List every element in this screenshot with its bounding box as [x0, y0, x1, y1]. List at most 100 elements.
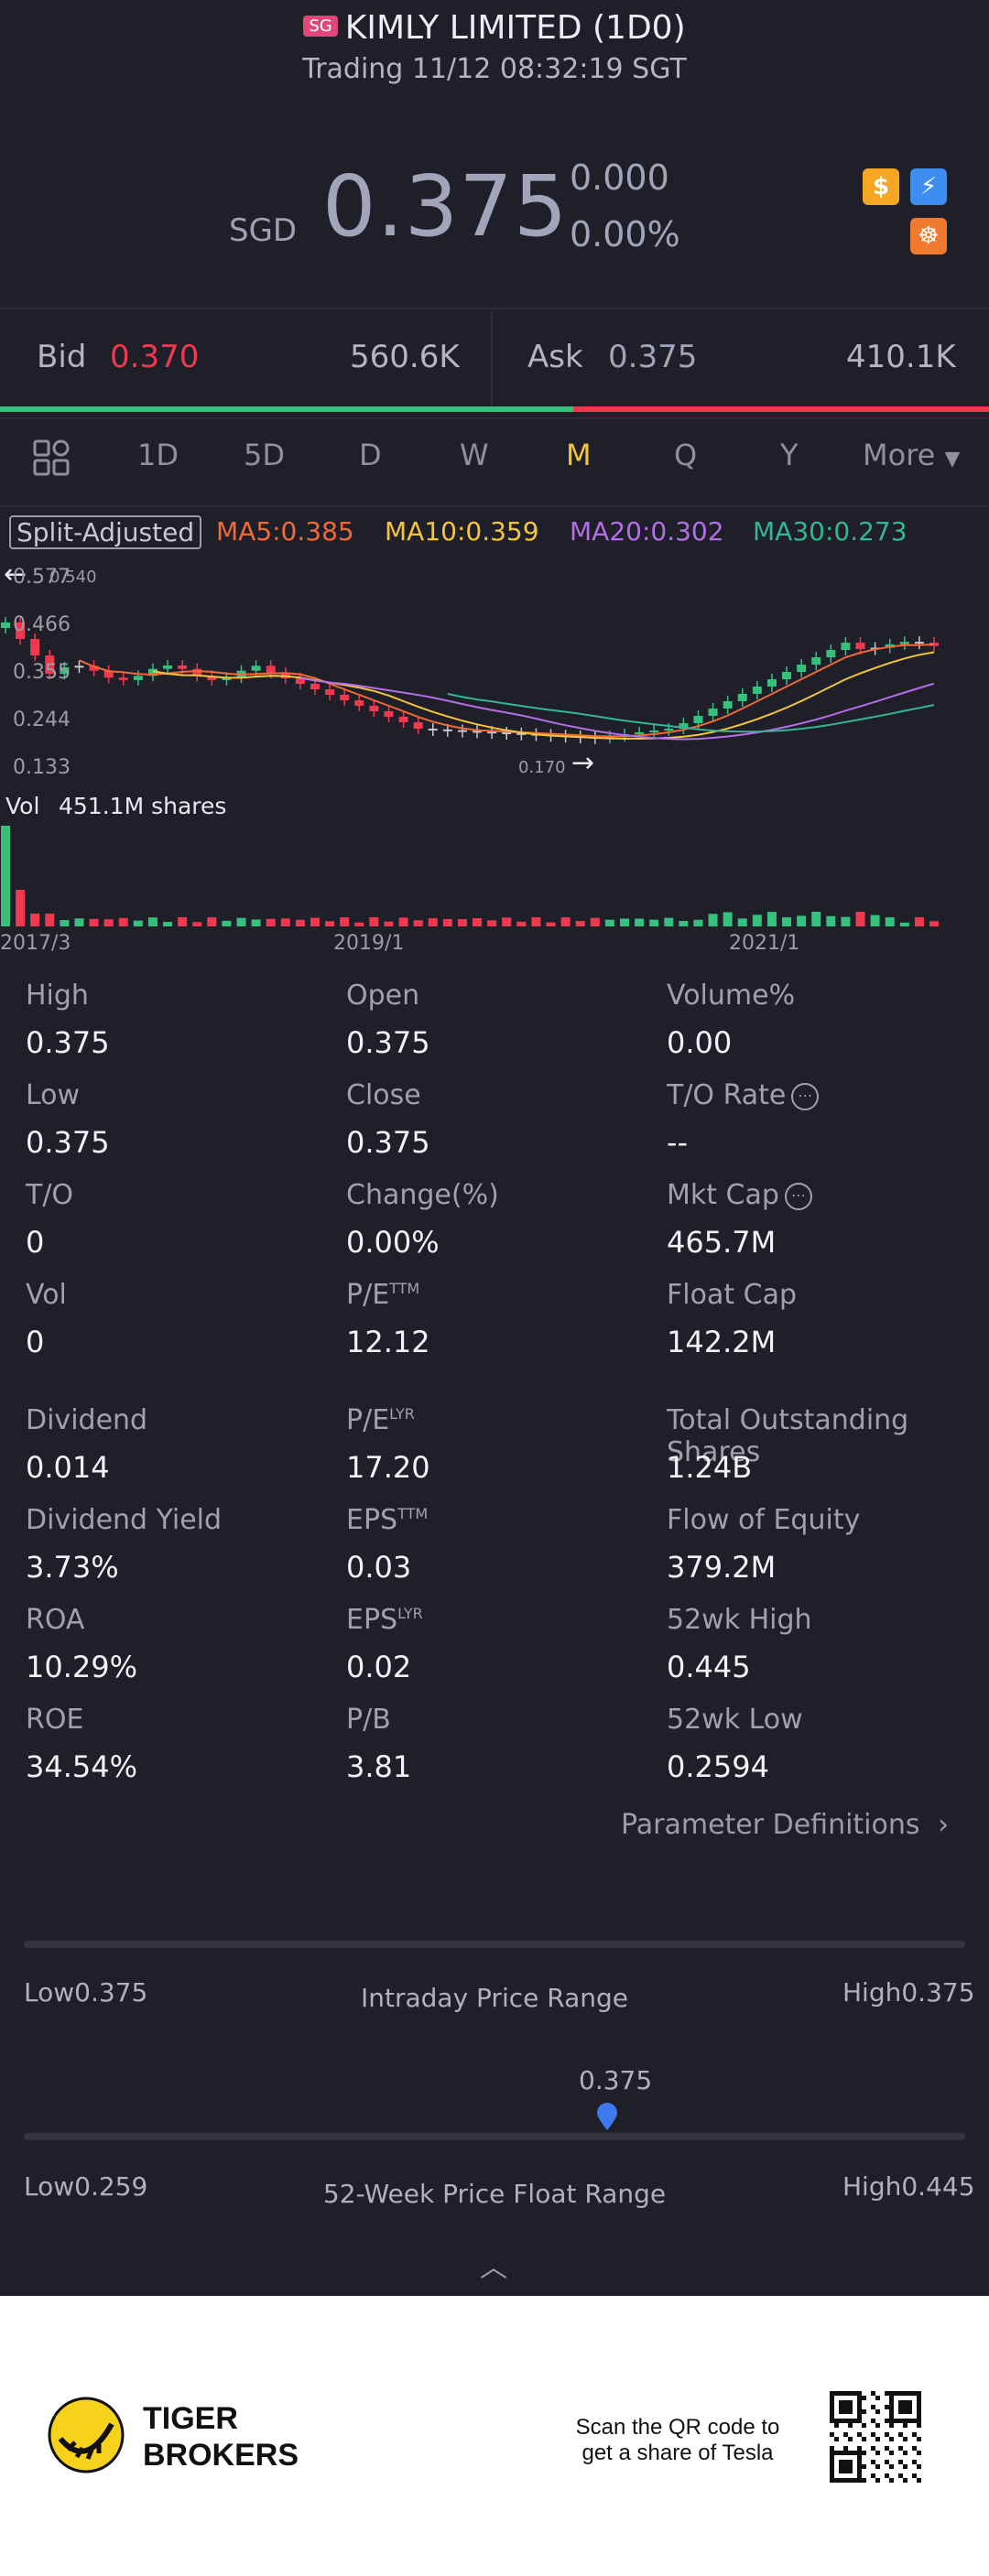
stat-label-text: Open: [346, 980, 420, 1012]
trading-status: Trading 11/12 08:32:19 SGT: [302, 53, 687, 85]
qr-module: [898, 2391, 903, 2396]
candle-body: [30, 639, 40, 655]
candle-body: [310, 684, 320, 689]
stat-label-text: High: [26, 980, 89, 1012]
qr-module: [830, 2432, 834, 2437]
qr-code-icon[interactable]: [830, 2391, 921, 2483]
qr-module: [839, 2478, 843, 2483]
brain-icon[interactable]: ☸: [910, 218, 947, 254]
stat-value: 3.73%: [26, 1550, 119, 1585]
qr-module: [857, 2455, 862, 2460]
volume-bar: [354, 922, 364, 926]
volume-bar: [766, 912, 777, 926]
intraday-range-title: Intraday Price Range: [360, 1983, 628, 2013]
stat-label-text: EPS: [346, 1504, 398, 1536]
volume-bar: [723, 912, 733, 926]
qr-module: [830, 2409, 834, 2414]
lightning-icon[interactable]: ⚡: [910, 168, 947, 205]
volume-bar: [280, 918, 290, 926]
volume-bar: [635, 918, 645, 926]
x-tick: 2019/1: [333, 932, 405, 955]
ma30-line: [447, 693, 935, 733]
tab-d[interactable]: D: [359, 438, 382, 472]
qr-module: [830, 2396, 834, 2400]
volume-bar: [133, 920, 143, 926]
volume-bar: [604, 919, 614, 926]
promo-line2: get a share of Tesla: [581, 2441, 774, 2465]
candle-body: [89, 666, 99, 671]
candle-body: [442, 729, 452, 731]
tab-1d[interactable]: 1D: [137, 438, 179, 472]
stat-value: 142.2M: [667, 1325, 777, 1359]
qr-module: [843, 2400, 848, 2405]
qr-module: [830, 2414, 834, 2419]
volume-bar: [310, 917, 320, 926]
ma20-line: [299, 676, 935, 741]
candle-body: [899, 642, 909, 644]
stat-value: 10.29%: [26, 1650, 138, 1684]
stat-value: 0.375: [346, 1025, 430, 1060]
volume-bar: [679, 921, 689, 926]
volume-bar: [708, 914, 718, 926]
qr-module: [848, 2451, 853, 2455]
volume-bar: [914, 917, 924, 926]
qr-module: [885, 2446, 889, 2451]
qr-module: [862, 2451, 866, 2455]
qr-module: [839, 2419, 843, 2423]
stat-label-text: 52wk High: [667, 1604, 812, 1636]
candle-body: [45, 655, 55, 675]
high-value: 0.375: [901, 1977, 975, 2008]
tabs-top-border: [0, 417, 989, 419]
bid-ask-separator: [491, 311, 493, 406]
qr-module: [912, 2446, 917, 2451]
dollar-icon[interactable]: $: [863, 168, 899, 205]
tab-more[interactable]: More ▼: [863, 438, 960, 472]
qr-module: [903, 2419, 907, 2423]
stat-label: EPSTTM: [346, 1504, 428, 1536]
stat-label: P/ELYR: [346, 1404, 415, 1436]
volume-bar: [325, 921, 335, 926]
qr-module: [857, 2446, 862, 2451]
candle-body: [16, 622, 26, 639]
chevron-up-icon[interactable]: ︿: [480, 2252, 507, 2284]
candle-body: [826, 650, 836, 657]
stat-label: High: [26, 980, 89, 1012]
stat-label: Float Cap: [667, 1279, 797, 1311]
current-price-marker-label: 0.375: [579, 2065, 653, 2095]
stat-value: 465.7M: [667, 1225, 777, 1260]
ma10-label: MA10:0.359: [385, 516, 539, 547]
qr-module: [871, 2419, 875, 2423]
bid-price: 0.370: [110, 339, 200, 375]
qr-module: [830, 2446, 834, 2451]
price-chart[interactable]: ← 0.540 0.577 0.466 0.355 0.244 0.133 0.…: [0, 558, 989, 961]
split-adjusted-toggle[interactable]: Split-Adjusted: [9, 515, 202, 549]
price-change: 0.000: [570, 157, 669, 198]
volume-bar: [855, 912, 865, 926]
ask-size: 410.1K: [846, 339, 956, 375]
parameter-definitions-link[interactable]: Parameter Definitions ›: [621, 1809, 949, 1841]
layout-grid-icon[interactable]: [33, 439, 70, 476]
volume-bar: [826, 915, 836, 926]
tab-y[interactable]: Y: [780, 438, 799, 472]
candle-body: [502, 732, 512, 734]
stat-value: 0: [26, 1325, 45, 1359]
volume-bar: [222, 920, 232, 926]
tab-m[interactable]: M: [566, 438, 592, 472]
stat-label-text: Change(%): [346, 1179, 499, 1211]
volume-bar: [147, 917, 158, 926]
qr-module: [885, 2473, 889, 2478]
tab-w[interactable]: W: [460, 438, 489, 472]
tab-q[interactable]: Q: [674, 438, 698, 472]
stat-label: 52wk Low: [667, 1704, 803, 1736]
week52-high: High0.445: [842, 2171, 975, 2202]
qr-module: [885, 2432, 889, 2437]
info-icon[interactable]: ⋯: [784, 1182, 812, 1210]
stat-label-text: Volume%: [667, 980, 796, 1012]
candle-body: [413, 722, 423, 729]
tab-5d[interactable]: 5D: [244, 438, 285, 472]
info-icon[interactable]: ⋯: [791, 1082, 820, 1110]
last-price: 0.375: [322, 157, 569, 255]
stat-label: T/O: [26, 1179, 73, 1211]
volume-bar: [620, 918, 629, 926]
volume-bar: [811, 912, 821, 926]
